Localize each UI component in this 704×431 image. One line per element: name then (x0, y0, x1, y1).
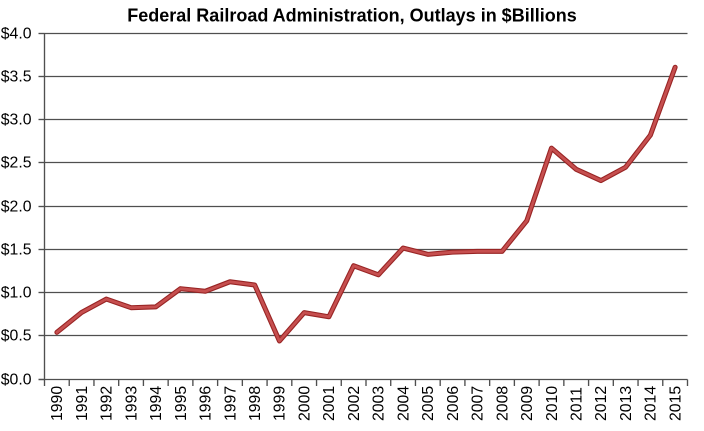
svg-text:2015: 2015 (667, 386, 684, 421)
svg-text:$0.5: $0.5 (1, 327, 32, 344)
svg-text:2007: 2007 (470, 386, 487, 421)
svg-text:2009: 2009 (519, 386, 536, 421)
svg-text:2011: 2011 (569, 387, 586, 421)
svg-text:Federal Railroad Administratio: Federal Railroad Administration, Outlays… (127, 5, 576, 25)
svg-text:1991: 1991 (74, 386, 91, 421)
svg-text:$2.5: $2.5 (1, 154, 32, 171)
svg-text:2010: 2010 (544, 386, 561, 421)
svg-text:1998: 1998 (247, 386, 264, 421)
svg-text:2004: 2004 (395, 386, 412, 421)
svg-text:$4.0: $4.0 (1, 25, 32, 42)
svg-text:2006: 2006 (445, 386, 462, 421)
svg-text:$1.5: $1.5 (1, 241, 32, 258)
svg-text:2002: 2002 (346, 386, 363, 421)
svg-text:$3.5: $3.5 (1, 68, 32, 85)
svg-text:$3.0: $3.0 (1, 111, 32, 128)
svg-text:1999: 1999 (272, 386, 289, 421)
svg-text:$2.0: $2.0 (1, 198, 32, 215)
svg-text:1994: 1994 (148, 386, 165, 421)
svg-text:$0.0: $0.0 (1, 371, 32, 388)
svg-text:2003: 2003 (371, 386, 388, 421)
svg-text:2013: 2013 (618, 386, 635, 421)
svg-text:1990: 1990 (49, 386, 66, 421)
svg-text:2012: 2012 (593, 386, 610, 421)
svg-text:2001: 2001 (321, 386, 338, 421)
svg-text:2000: 2000 (296, 386, 313, 421)
svg-text:2005: 2005 (420, 386, 437, 421)
svg-text:2014: 2014 (643, 386, 660, 421)
svg-text:1996: 1996 (198, 386, 215, 421)
svg-text:2008: 2008 (494, 386, 511, 421)
svg-text:$1.0: $1.0 (1, 284, 32, 301)
svg-text:1992: 1992 (99, 386, 116, 421)
svg-text:1993: 1993 (123, 386, 140, 421)
svg-text:1997: 1997 (222, 386, 239, 421)
svg-text:1995: 1995 (173, 386, 190, 421)
